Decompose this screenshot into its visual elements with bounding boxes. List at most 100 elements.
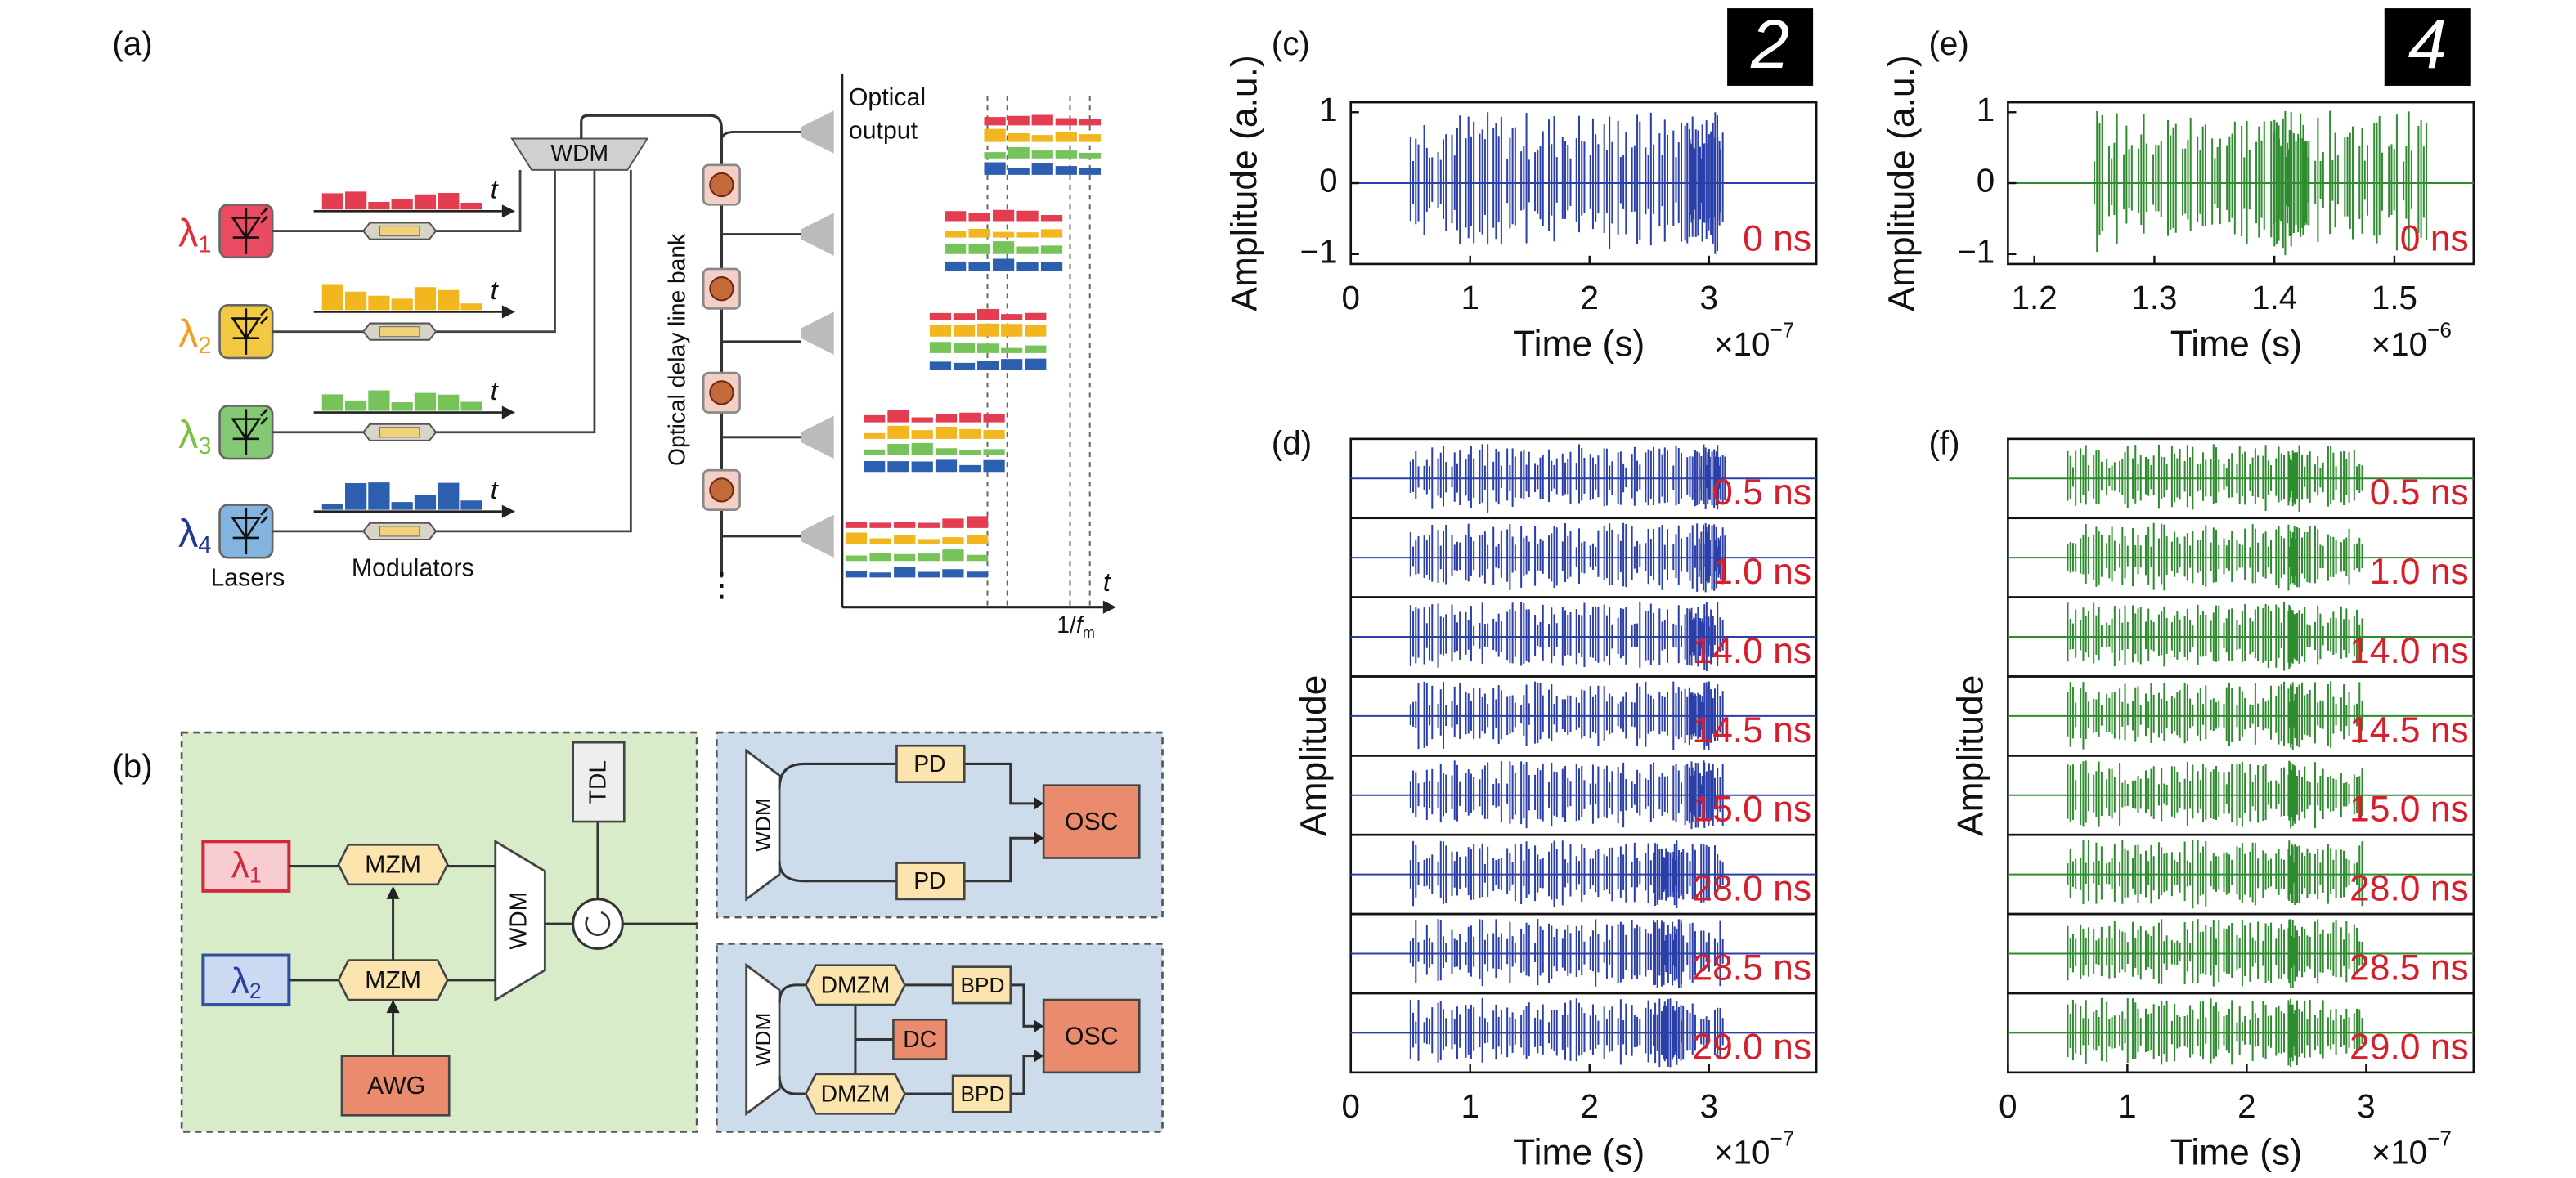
diode-symbol xyxy=(231,408,269,456)
arrow-head xyxy=(501,504,515,518)
output-coupler xyxy=(801,514,834,558)
text-part: 2 xyxy=(198,332,211,358)
wdm-shape xyxy=(494,839,546,1002)
text-part: ×10 xyxy=(2372,1133,2427,1171)
pulse-pattern xyxy=(845,567,989,578)
delay-label: 0 ns xyxy=(1743,218,1811,258)
waveform xyxy=(2008,602,2474,671)
pulse-pattern xyxy=(984,114,1102,126)
waveform xyxy=(1350,760,1817,830)
modulator-box xyxy=(804,1073,907,1115)
osc-label: OSC xyxy=(1065,1023,1119,1050)
modulator-box xyxy=(337,844,449,886)
arrow-head xyxy=(386,1000,400,1014)
tdl-box xyxy=(572,741,626,823)
x-tick-label: 3 xyxy=(1700,1087,1718,1125)
delay-coil xyxy=(709,172,734,198)
wdm-shape xyxy=(510,137,649,171)
wavelength-label: λ4 xyxy=(178,512,211,558)
x-scale: ×10−7 xyxy=(1714,1126,1794,1171)
source-box xyxy=(201,840,291,893)
x-axis-label: Time (s) xyxy=(2170,325,2302,365)
wdm-shape xyxy=(745,748,781,902)
pulse-pattern xyxy=(929,358,1047,370)
fiber xyxy=(447,822,698,982)
bpd-box xyxy=(951,1074,1012,1113)
text-part: ×10 xyxy=(2372,325,2427,363)
x-tick-label: 1 xyxy=(2118,1087,2136,1125)
x-tick-label: 0 xyxy=(1342,1087,1360,1125)
y-axis-label: Amplitude xyxy=(1294,675,1334,836)
text-part: f xyxy=(1076,611,1085,638)
delay-coil xyxy=(709,276,734,302)
panel-label: (b) xyxy=(112,747,152,785)
pulse-pattern xyxy=(929,342,1047,353)
x-tick-label: 2 xyxy=(1581,1087,1599,1125)
awg-label: AWG xyxy=(367,1073,425,1100)
delay-label: 28.5 ns xyxy=(1692,947,1811,988)
panel-label: (a) xyxy=(112,25,152,62)
pulse-pattern xyxy=(845,532,989,545)
text-part: 3 xyxy=(198,433,211,459)
waveform xyxy=(2008,444,2474,513)
waveform xyxy=(1350,112,1817,254)
modulator-core xyxy=(379,225,420,237)
delay-bank-label: Optical delay line bank xyxy=(663,233,689,466)
circulator-arrow xyxy=(585,911,611,937)
x-tick-label: 3 xyxy=(2357,1087,2375,1125)
fiber xyxy=(778,983,1034,1095)
pulse-pattern xyxy=(321,390,482,411)
waveform xyxy=(1350,681,1817,751)
fiber xyxy=(778,762,1034,883)
modulator-core xyxy=(379,427,420,438)
pd-box xyxy=(895,862,966,901)
text-part: λ xyxy=(178,211,198,255)
awg-box xyxy=(340,1055,451,1117)
x-axis-label: Time (s) xyxy=(1513,1132,1645,1172)
bpd-label: BPD xyxy=(960,973,1004,997)
y-tick-label: 0 xyxy=(1319,162,1337,199)
wdm-shape xyxy=(745,962,781,1117)
diode-symbol xyxy=(231,507,269,555)
lasers-caption: Lasers xyxy=(210,564,285,591)
output-coupler xyxy=(801,415,834,459)
digit: 4 xyxy=(2408,5,2447,83)
diode-symbol xyxy=(231,207,269,254)
x-tick-label: 2 xyxy=(1581,279,1599,316)
output-label: Optical xyxy=(849,84,926,111)
mzm-label: MZM xyxy=(365,852,421,879)
x-tick-label: 1.2 xyxy=(2012,279,2058,316)
waveform xyxy=(2008,919,2474,988)
delay-label: 28.0 ns xyxy=(1692,869,1811,909)
output-coupler xyxy=(801,110,834,154)
fiber xyxy=(272,169,522,232)
modulator-core xyxy=(379,325,420,338)
delay-label: 29.0 ns xyxy=(2349,1027,2469,1067)
text-part: 1 xyxy=(249,863,262,888)
x-tick-label: 1.3 xyxy=(2131,279,2177,316)
pd-label: PD xyxy=(913,867,945,894)
diode-symbol xyxy=(231,307,269,355)
x-tick-label: 1 xyxy=(1461,1087,1479,1125)
x-scale: ×10−7 xyxy=(1714,318,1794,363)
x-tick-label: 3 xyxy=(1700,279,1718,316)
pulse-pattern xyxy=(864,409,1005,423)
delay-label: 0 ns xyxy=(2400,218,2469,258)
pulse-pattern xyxy=(864,459,1005,473)
branch xyxy=(720,522,801,538)
panel-label: (f) xyxy=(1928,424,1959,462)
waveform xyxy=(1350,919,1817,988)
t-label: t xyxy=(491,175,500,204)
wavelength-label: λ2 xyxy=(178,312,211,359)
arrow-head xyxy=(501,204,515,218)
dmzm-label: DMZM xyxy=(821,971,891,997)
text-part: λ xyxy=(231,961,249,1001)
wdm-label: WDM xyxy=(550,140,608,166)
period-label: 1/fm xyxy=(1057,611,1095,640)
y-axis-label: Amplitude xyxy=(1951,675,1991,836)
x-tick-label: 1 xyxy=(1461,279,1479,316)
delay-label: 14.0 ns xyxy=(2349,631,2469,671)
y-tick-label: −1 xyxy=(1300,232,1338,270)
dmzm-label: DMZM xyxy=(821,1081,891,1107)
